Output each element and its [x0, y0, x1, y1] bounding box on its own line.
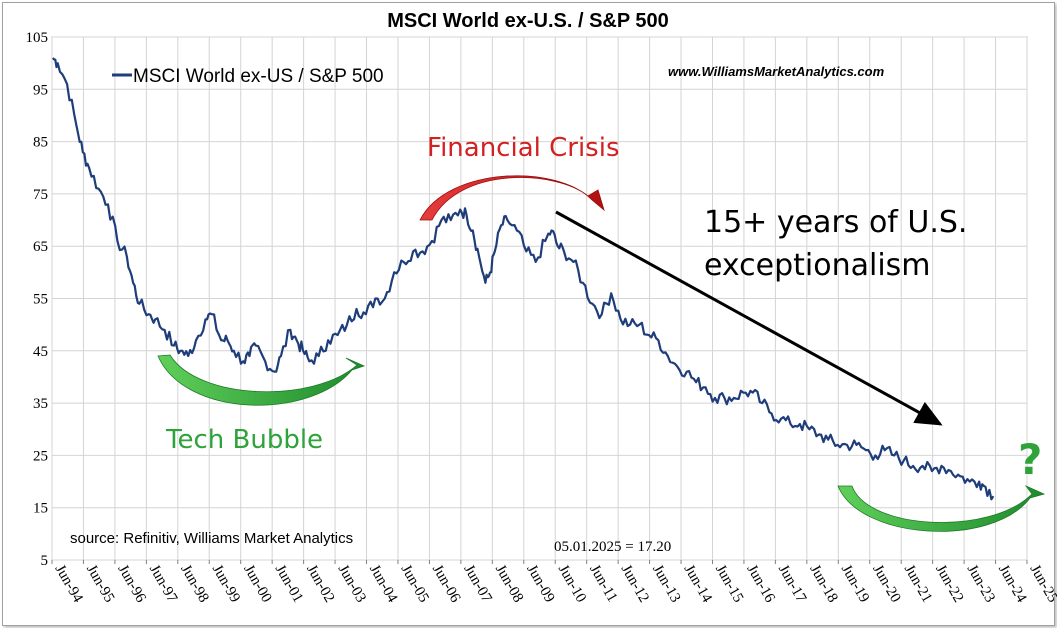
y-tick-label: 85	[33, 135, 48, 151]
x-tick-label: Jun-23	[964, 562, 998, 605]
x-tick-label: Jun-21	[901, 562, 935, 605]
x-tick-label: Jun-03	[335, 562, 369, 605]
y-tick-label: 45	[33, 344, 48, 360]
exceptionalism-arrow	[555, 210, 943, 426]
legend-label: MSCI World ex-US / S&P 500	[133, 66, 384, 87]
y-axis-ticks: 105 95 85 75 65 55 45 35 25 15 5	[26, 30, 49, 569]
x-tick-label: Jun-09	[523, 562, 557, 605]
x-tick-label: Jun-18	[806, 562, 840, 605]
x-tick-label: Jun-98	[177, 562, 211, 605]
chart-title: MSCI World ex-U.S. / S&P 500	[387, 10, 669, 32]
x-tick-label: Jun-16	[743, 562, 778, 606]
y-tick-label: 25	[33, 448, 48, 464]
x-tick-label: Jun-24	[995, 562, 1030, 606]
x-tick-label: Jun-01	[272, 562, 306, 605]
y-tick-label: 5	[41, 553, 49, 569]
y-tick-label: 55	[33, 292, 48, 308]
x-tick-label: Jun-97	[146, 562, 181, 606]
y-tick-label: 105	[26, 30, 49, 46]
x-tick-label: Jun-11	[586, 562, 620, 605]
y-tick-label: 75	[33, 187, 48, 203]
x-tick-label: Jun-13	[649, 562, 683, 605]
gridlines	[51, 36, 1028, 561]
x-tick-label: Jun-20	[869, 562, 903, 605]
future-reversal-arrow	[837, 485, 1046, 532]
y-tick-label: 15	[33, 501, 48, 517]
x-tick-label: Jun-12	[618, 562, 652, 605]
y-tick-label: 95	[33, 82, 48, 98]
y-tick-label: 65	[33, 239, 48, 255]
last-value-note: 05.01.2025 = 17.20	[554, 539, 671, 555]
exceptionalism-label-line1: 15+ years of U.S.	[704, 205, 967, 240]
tech-bubble-label: Tech Bubble	[165, 425, 323, 455]
x-tick-label: Jun-02	[303, 562, 337, 605]
x-tick-label: Jun-25	[1027, 562, 1057, 605]
x-tick-label: Jun-14	[681, 562, 716, 606]
x-tick-label: Jun-00	[240, 562, 274, 605]
x-tick-label: Jun-95	[83, 562, 117, 605]
x-tick-label: Jun-07	[460, 562, 495, 606]
source-note: source: Refinitiv, Williams Market Analy…	[70, 530, 353, 547]
website-label: www.WilliamsMarketAnalytics.com	[668, 64, 885, 79]
tech-bubble-arrow	[157, 354, 366, 406]
x-tick-label: Jun-22	[932, 562, 966, 605]
exceptionalism-label-line2: exceptionalism	[704, 248, 931, 283]
y-tick-label: 35	[33, 396, 48, 412]
financial-crisis-arrow	[419, 175, 605, 221]
financial-crisis-label: Financial Crisis	[427, 133, 620, 163]
x-tick-label: Jun-06	[429, 562, 464, 606]
x-tick-label: Jun-94	[52, 562, 87, 606]
x-tick-label: Jun-17	[775, 562, 810, 606]
x-tick-label: Jun-10	[555, 562, 589, 605]
x-tick-label: Jun-15	[712, 562, 746, 605]
x-tick-label: Jun-05	[398, 562, 432, 605]
question-mark: ?	[1018, 435, 1042, 484]
x-tick-label: Jun-04	[366, 562, 401, 606]
x-tick-label: Jun-99	[209, 562, 243, 605]
x-axis-ticks: Jun-94Jun-95Jun-96Jun-97Jun-98Jun-99Jun-…	[51, 560, 1057, 606]
x-tick-label: Jun-96	[114, 562, 149, 606]
series-line-msci-world-ex-us-sp500	[52, 57, 995, 501]
x-tick-label: Jun-19	[838, 562, 872, 605]
x-tick-label: Jun-08	[492, 562, 526, 605]
